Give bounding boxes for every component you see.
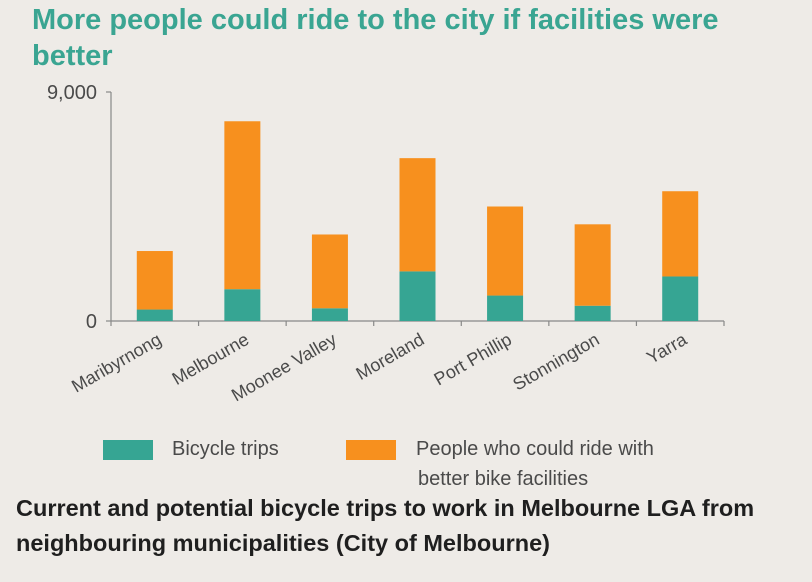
y-tick-label: 0 bbox=[86, 311, 97, 333]
bar-potential-riders bbox=[574, 224, 611, 306]
bar-bicycle-trips bbox=[574, 305, 611, 321]
bar-bicycle-trips bbox=[487, 295, 524, 321]
x-tick-label: Stonnington bbox=[509, 329, 602, 394]
bar-bicycle-trips bbox=[662, 276, 699, 321]
legend-label-potential: People who could ride with bbox=[416, 438, 654, 460]
bar-potential-riders bbox=[399, 158, 436, 272]
legend-label-bicycle: Bicycle trips bbox=[172, 438, 279, 460]
bar-bicycle-trips bbox=[224, 289, 261, 321]
legend-label-potential-line2: better bike facilities bbox=[418, 468, 589, 490]
x-tick-label: Port Phillip bbox=[431, 329, 516, 389]
chart-bars bbox=[136, 121, 699, 321]
bar-potential-riders bbox=[487, 206, 524, 296]
x-tick-label: Yarra bbox=[643, 329, 691, 368]
bar-potential-riders bbox=[662, 191, 699, 277]
bar-potential-riders bbox=[311, 234, 348, 309]
bar-bicycle-trips bbox=[311, 308, 348, 321]
bar-potential-riders bbox=[136, 251, 173, 310]
x-tick-label: Melbourne bbox=[169, 329, 253, 389]
figure-caption: Current and potential bicycle trips to w… bbox=[16, 495, 755, 556]
x-tick-label: Moreland bbox=[353, 329, 428, 384]
bar-potential-riders bbox=[224, 121, 261, 290]
chart-title: More people could ride to the city if fa… bbox=[32, 4, 719, 72]
bar-bicycle-trips bbox=[399, 271, 436, 321]
legend-swatch-bicycle bbox=[103, 440, 153, 460]
y-tick-label: 9,000 bbox=[47, 82, 97, 104]
bar-bicycle-trips bbox=[136, 309, 173, 321]
x-tick-label: Maribyrnong bbox=[68, 329, 165, 396]
legend-swatch-potential bbox=[346, 440, 396, 460]
